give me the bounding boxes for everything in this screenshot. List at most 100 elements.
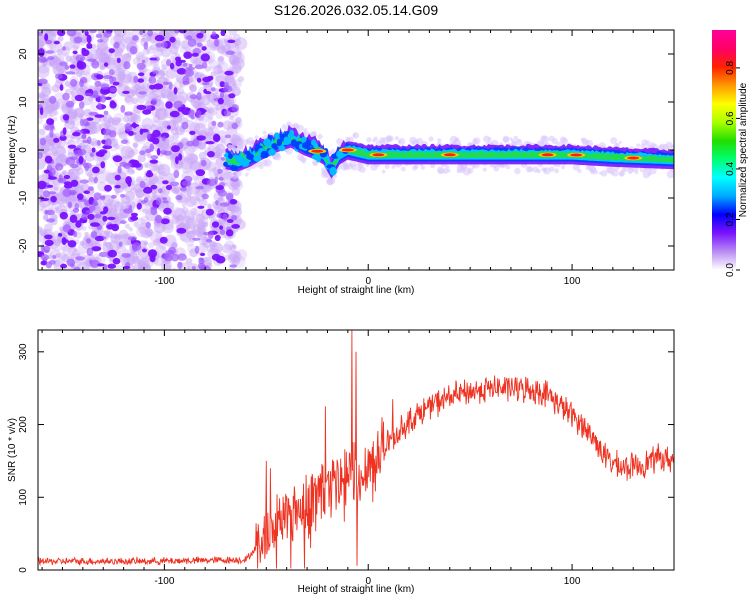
noise-blob [41,245,45,253]
noise-blob [55,163,64,171]
noise-speckle [198,142,206,150]
noise-blob [125,125,133,132]
noise-speckle [92,253,100,261]
noise-speckle [111,138,116,143]
noise-speckle [38,65,50,79]
noise-speckle [192,224,206,237]
noise-blob [65,100,75,108]
noise-speckle [57,153,66,162]
hotspot-core [341,148,354,152]
noise-blob [50,195,57,203]
noise-blob [44,239,54,247]
noise-blob [145,148,152,154]
noise-blob [217,97,224,105]
noise-blob [79,57,84,62]
snr-ytick-label: 100 [18,488,29,505]
noise-blob [70,79,78,87]
trace-haze [391,165,396,169]
noise-blob [149,159,159,164]
noise-speckle [185,238,194,247]
noise-speckle [91,43,97,49]
noise-speckle [190,160,201,171]
spectrogram-layer [38,30,674,270]
noise-blob [162,197,168,201]
trace-blob [316,155,321,163]
noise-blob [146,131,151,140]
trace-haze [437,168,444,174]
noise-speckle [152,47,164,58]
noise-speckle [104,203,117,216]
trace-haze [551,138,559,145]
snr-xtick-label: -100 [154,576,174,587]
noise-blob [94,80,102,87]
noise-speckle [189,84,197,93]
noise-blob [122,163,132,169]
noise-speckle [65,55,73,63]
noise-blob [132,34,139,41]
noise-speckle [232,83,237,89]
noise-speckle [120,145,134,159]
noise-blob [182,80,190,86]
snr-ytick-label: 0 [18,567,29,573]
noise-blob [225,50,235,56]
noise-speckle [77,261,90,270]
noise-speckle [187,243,197,253]
noise-blob [202,61,208,69]
noise-speckle [119,233,132,246]
noise-speckle [209,245,220,256]
noise-speckle [110,233,121,244]
trace-haze [373,136,378,142]
noise-blob [47,56,55,61]
noise-blob [120,139,128,144]
noise-blob [90,94,101,98]
noise-blob [226,219,234,223]
noise-speckle [208,59,218,69]
noise-blob [64,183,73,189]
noise-speckle [132,114,142,124]
noise-speckle [147,241,155,249]
noise-blob [93,192,102,200]
noise-speckle [98,50,108,60]
noise-speckle [115,215,122,222]
noise-blob [173,100,183,110]
trace-haze [513,135,519,141]
noise-speckle [124,249,129,254]
noise-blob [58,233,63,237]
noise-speckle [53,145,67,159]
noise-speckle [127,167,134,174]
noise-blob [88,205,96,211]
noise-speckle [53,110,59,116]
snr-xlabel: Height of straight line (km) [298,584,415,595]
noise-speckle [135,82,145,92]
noise-blob [91,147,96,153]
trace-haze [648,166,657,175]
noise-speckle [108,137,119,148]
noise-blob [97,102,102,111]
noise-speckle [144,241,148,246]
noise-blob [220,30,226,37]
trace-haze [467,167,474,174]
noise-blob [127,130,134,136]
noise-speckle [61,245,68,252]
noise-speckle [142,175,148,181]
noise-speckle [109,199,120,210]
noise-blob [72,131,81,137]
noise-speckle [224,240,235,251]
noise-speckle [189,122,201,134]
trace-haze [348,136,354,143]
noise-blob [99,195,106,201]
noise-speckle [207,114,214,120]
noise-blob [38,152,43,159]
noise-speckle [67,247,72,252]
noise-speckle [179,232,188,242]
noise-speckle [209,240,216,248]
noise-blob [215,185,224,191]
noise-blob [169,181,180,187]
noise-blob [132,122,137,129]
noise-blob [112,257,121,265]
noise-blob [92,166,100,174]
trace-haze [447,169,451,173]
noise-speckle [170,52,178,59]
noise-speckle [195,213,206,224]
